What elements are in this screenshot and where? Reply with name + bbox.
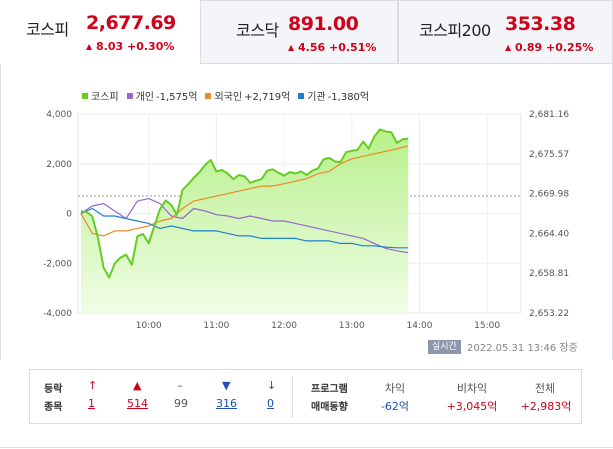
unchanged-icon: – xyxy=(177,379,183,392)
legend-item-foreign[interactable]: 외국인 +2,719억 xyxy=(205,88,290,103)
program-nonarbitrage-head: 비차익 xyxy=(456,382,488,395)
timestamp: 2022.05.31 13:46 장중 xyxy=(467,343,578,354)
tab-kosdaq[interactable]: 코스닥 891.00 ▲ 4.56 +0.51% xyxy=(200,0,398,64)
down-triangle-icon: ▼ xyxy=(222,379,231,392)
unchanged-count: 99 xyxy=(174,397,188,410)
y-right-tick-label: 2,653.22 xyxy=(529,309,569,319)
y-right-tick-label: 2,681.16 xyxy=(529,110,569,120)
limit-up-icon: ↑ xyxy=(88,379,98,392)
program-label: 프로그램 xyxy=(311,384,348,395)
legend-item-institution[interactable]: 기관 -1,380억 xyxy=(298,88,369,103)
institution-line xyxy=(80,207,409,249)
legend-item-individual[interactable]: 개인 -1,575억 xyxy=(126,88,197,103)
program-arbitrage-head: 차익 xyxy=(384,382,406,395)
x-tick-label: 10:00 xyxy=(136,321,162,331)
tab-name: 코스피200 xyxy=(419,21,491,40)
program-label: 매매동향 xyxy=(311,402,348,413)
up-triangle-icon: ▲ xyxy=(133,379,142,392)
tab-kospi[interactable]: 코스피 2,677.69 ▲ 8.03 +0.30% xyxy=(0,0,200,64)
y-right-tick-label: 2,675.57 xyxy=(529,150,569,160)
intraday-chart: 10:00 11:00 12:00 13:00 14:00 15:00 4,000 2,000… xyxy=(43,110,569,331)
x-tick-label: 15:00 xyxy=(474,321,500,331)
x-tick-label: 14:00 xyxy=(406,321,432,331)
kospi-area xyxy=(81,129,409,313)
up-triangle-icon: ▲ xyxy=(505,43,512,52)
program-total-head: 전체 xyxy=(534,382,556,395)
kospi-line xyxy=(80,128,409,279)
y-left-tick-label: 2,000 xyxy=(46,160,72,170)
tab-name: 코스피 xyxy=(26,20,69,39)
frame-bottom-border xyxy=(0,447,613,448)
chart-legend: 코스피 개인 -1,575억 외국인 +2,719억 기관 -1,380억 xyxy=(82,88,369,103)
realtime-badge[interactable]: 실시간 xyxy=(428,340,461,354)
up-triangle-icon: ▲ xyxy=(288,43,295,52)
decline-count[interactable]: 316 xyxy=(216,397,237,410)
x-tick-label: 12:00 xyxy=(271,321,297,331)
limit-down-icon: ↓ xyxy=(267,379,277,392)
y-left-tick-label: -2,000 xyxy=(43,259,72,269)
tab-price: 2,677.69 xyxy=(86,12,176,34)
up-triangle-icon: ▲ xyxy=(86,42,93,51)
legend-swatch xyxy=(126,92,133,99)
advance-count[interactable]: 514 xyxy=(127,397,148,410)
tab-change: ▲ 0.89 +0.25% xyxy=(505,41,594,54)
legend-swatch xyxy=(298,92,305,99)
breadth-label: 등락 xyxy=(44,384,63,395)
index-tabs: 코스피 2,677.69 ▲ 8.03 +0.30% 코스닥 891.00 ▲ … xyxy=(0,0,613,64)
program-arbitrage-value: -62억 xyxy=(380,400,410,413)
x-tick-label: 13:00 xyxy=(339,321,365,331)
y-right-tick-label: 2,658.81 xyxy=(529,269,569,279)
y-left-tick-label: 4,000 xyxy=(46,110,72,120)
x-tick-label: 11:00 xyxy=(203,321,229,331)
legend-item-kospi[interactable]: 코스피 xyxy=(82,88,119,103)
y-left-tick-label: 0 xyxy=(66,210,72,220)
y-right-tick-label: 2,664.40 xyxy=(529,229,569,239)
foreign-line xyxy=(80,145,409,237)
tab-name: 코스닥 xyxy=(236,21,279,40)
tab-kospi200[interactable]: 코스피200 353.38 ▲ 0.89 +0.25% xyxy=(398,0,613,64)
legend-swatch xyxy=(82,92,88,99)
limit-up-count[interactable]: 1 xyxy=(88,397,95,410)
legend-swatch xyxy=(205,92,212,99)
tab-price: 891.00 xyxy=(288,13,359,35)
y-left-tick-label: -4,000 xyxy=(43,309,72,319)
individual-line xyxy=(80,198,409,254)
program-total-value: +2,983억 xyxy=(520,400,572,413)
program-nonarbitrage-value: +3,045억 xyxy=(446,400,498,413)
tab-price: 353.38 xyxy=(505,13,576,35)
tab-change: ▲ 4.56 +0.51% xyxy=(288,41,377,54)
divider xyxy=(292,376,293,418)
y-right-tick-label: 2,669.98 xyxy=(529,190,569,200)
tab-change: ▲ 8.03 +0.30% xyxy=(86,40,175,53)
breadth-label: 종목 xyxy=(44,402,63,413)
market-breadth-panel: 등락 종목 ↑ 1 ▲ 514 – 99 ▼ 316 ↓ 0 프로그램 매매동향… xyxy=(29,369,582,424)
limit-down-count[interactable]: 0 xyxy=(267,397,274,410)
